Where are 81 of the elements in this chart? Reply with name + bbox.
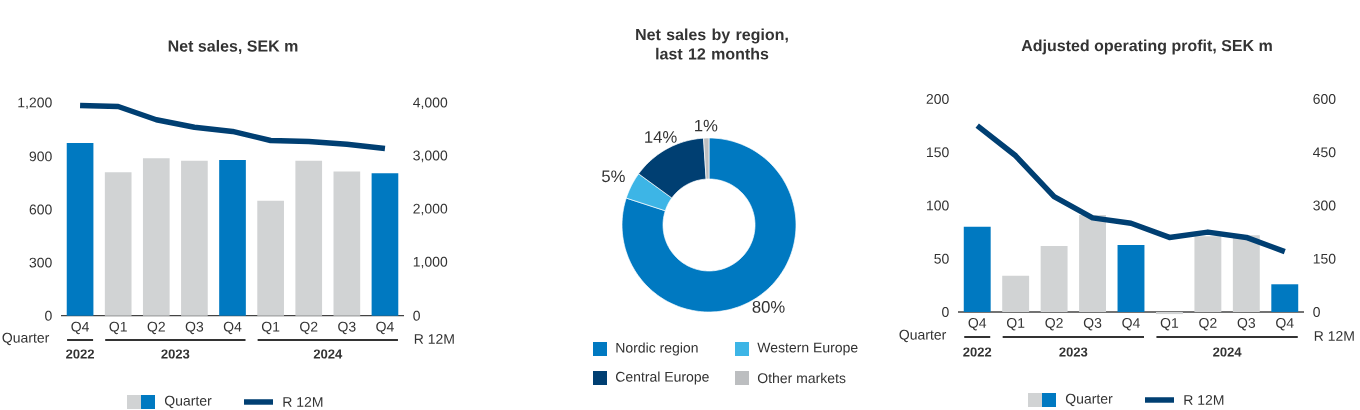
x-tick-label: Q4	[71, 321, 89, 335]
x-tick-label: Q4	[1122, 318, 1140, 331]
x-tick-label: Q1	[1160, 318, 1179, 331]
chart-title: Net sales, SEK m	[168, 39, 298, 55]
data-label: 1%	[695, 119, 718, 132]
chart-title: Net sales by region, last 12 months	[636, 28, 788, 60]
bar	[1155, 311, 1183, 315]
x-axis-title: Quarter	[899, 329, 947, 343]
bar	[963, 226, 991, 312]
y-tick-label: 150	[927, 147, 949, 158]
x-tick-label: Q1	[1007, 318, 1025, 331]
bar	[1232, 235, 1260, 312]
y2-axis-title: R 12M	[1314, 331, 1354, 341]
bar	[181, 160, 208, 316]
data-label: 80%	[752, 301, 785, 313]
bar	[1194, 236, 1222, 312]
y2-tick-label: 150	[1313, 253, 1336, 264]
data-label: 14%	[645, 131, 677, 143]
bar	[1079, 215, 1107, 312]
x-axis-title: Quarter	[2, 332, 50, 346]
legend-label: R 12M	[283, 397, 323, 407]
text: 2024	[1213, 347, 1242, 357]
y-tick-label: 300	[29, 257, 52, 268]
text: 2023	[161, 349, 190, 359]
bar	[1117, 244, 1145, 312]
x-tick-label: Q4	[1276, 318, 1294, 331]
y2-tick-label: 600	[1313, 94, 1336, 104]
y2-tick-label: 0	[1313, 307, 1320, 317]
legend-label: R 12M	[1184, 395, 1224, 405]
bar	[257, 200, 284, 316]
x-tick-label: Q2	[1045, 318, 1063, 331]
bar	[371, 173, 399, 316]
y2-tick-label: 1,000	[413, 256, 448, 269]
y2-tick-label: 0	[413, 310, 420, 321]
text: 2022	[66, 349, 95, 359]
x-tick-label: Q4	[223, 321, 242, 335]
y-tick-label: 600	[29, 204, 52, 215]
y-tick-label: 0	[45, 310, 52, 321]
y-tick-label: 100	[927, 200, 949, 211]
bar	[142, 158, 170, 316]
x-tick-label: Q3	[1237, 318, 1256, 331]
bar	[1002, 275, 1030, 312]
legend-label: Central Europe	[615, 371, 709, 385]
text: 2024	[313, 349, 343, 359]
bar	[295, 160, 323, 316]
x-tick-label: Q2	[1199, 318, 1217, 331]
x-tick-label: Q1	[109, 321, 127, 335]
legend-label: Quarter	[164, 395, 212, 409]
x-tick-label: Q4	[376, 321, 394, 335]
data-label: 5%	[602, 170, 625, 183]
y-tick-label: 1,200	[18, 97, 52, 110]
y-tick-label: 50	[934, 253, 949, 264]
x-tick-label: Q2	[300, 321, 318, 335]
bar	[219, 159, 246, 316]
legend-label: Nordic region	[616, 342, 698, 356]
y2-axis-title: R 12M	[414, 334, 454, 344]
y2-tick-label: 3,000	[413, 150, 448, 163]
bar	[1271, 284, 1299, 312]
y-tick-label: 900	[29, 151, 52, 162]
bar	[104, 172, 132, 316]
x-tick-label: Q2	[147, 321, 165, 335]
text: 2022	[963, 347, 992, 357]
x-tick-label: Q4	[968, 318, 987, 331]
bar	[66, 143, 94, 316]
y2-tick-label: 300	[1313, 200, 1336, 211]
x-tick-label: Q3	[1083, 318, 1102, 331]
x-tick-label: Q1	[261, 321, 280, 335]
legend-label: Other markets	[757, 372, 846, 384]
x-tick-label: Q3	[338, 321, 356, 335]
text: 2023	[1059, 347, 1088, 357]
x-tick-label: Q3	[185, 321, 204, 335]
chart-title: Adjusted operating profit, SEK m	[1021, 39, 1272, 55]
y-tick-label: 0	[942, 307, 949, 317]
y2-tick-label: 4,000	[413, 97, 448, 110]
bar	[333, 171, 361, 316]
y2-tick-label: 450	[1313, 147, 1336, 158]
bar	[1040, 245, 1068, 312]
y-tick-label: 200	[926, 94, 949, 104]
y2-tick-label: 2,000	[413, 203, 448, 216]
legend-label: Quarter	[1065, 393, 1113, 407]
legend-label: Western Europe	[757, 342, 858, 356]
